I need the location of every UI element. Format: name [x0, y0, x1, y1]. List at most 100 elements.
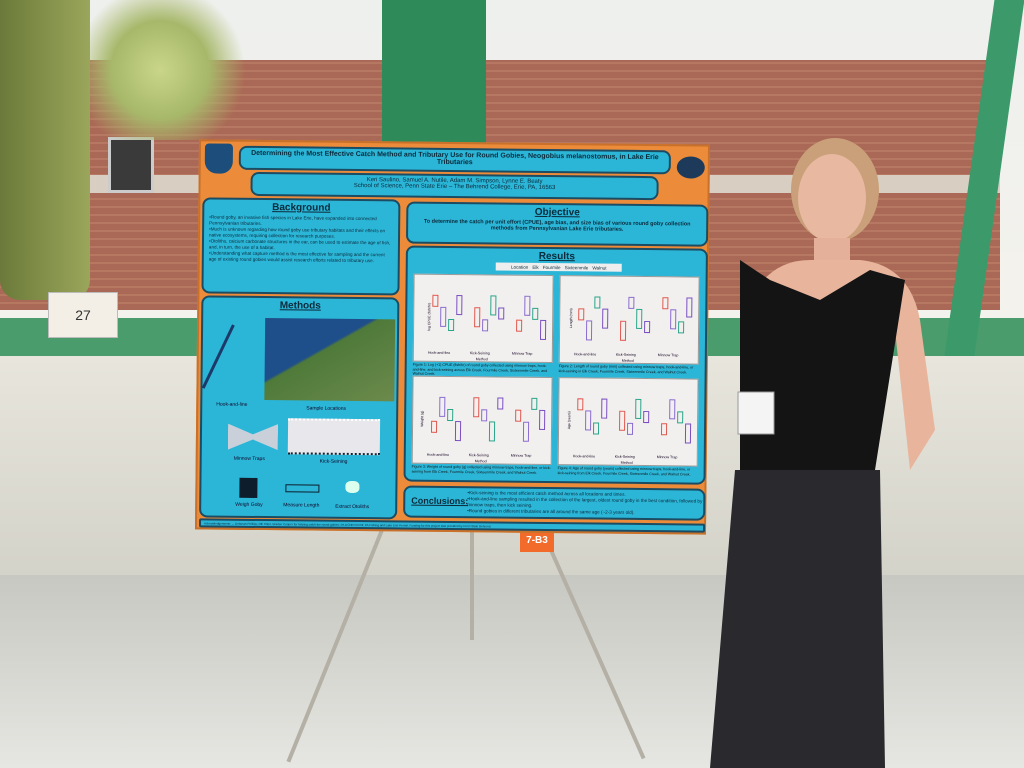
- result-figure: Length (mm) Hook-and-line Kick-Seining Minn…: [558, 275, 700, 365]
- poster-authors-block: Keri Saulino, Samuel A. Nutile, Adam M. …: [250, 171, 659, 201]
- otolith-icon: [345, 480, 360, 494]
- face: [798, 154, 866, 242]
- y-axis-label: log CPUE (fish/hr): [427, 302, 432, 331]
- box-plot: [497, 397, 504, 410]
- box-plot: [678, 321, 685, 334]
- legend-item: Fourmile: [542, 264, 561, 270]
- box-plot: [577, 398, 584, 411]
- penn-state-logo: [676, 156, 705, 179]
- x-axis-label: Method: [475, 357, 488, 362]
- box-plot: [490, 295, 497, 316]
- box-plot: [539, 319, 547, 340]
- box-plot: [592, 422, 600, 435]
- building-window: [108, 137, 154, 193]
- legend-item: Elk: [532, 264, 539, 270]
- box-plot: [628, 296, 635, 309]
- satellite-map: [264, 318, 396, 402]
- x-tick-label: Hook-and-line: [427, 350, 451, 355]
- conclusions-panel: Conclusions: •Kick-seining is the most e…: [403, 485, 706, 521]
- box-plot: [644, 321, 651, 334]
- box-plot: [516, 319, 523, 332]
- box-plot: [670, 309, 677, 330]
- scale-icon: [239, 477, 258, 498]
- name-badge: [737, 391, 775, 435]
- presenter-person: [710, 138, 935, 768]
- box-plot: [601, 398, 608, 419]
- box-plot: [439, 396, 446, 417]
- result-figure: log CPUE (fish/hr) Hook-and-line Kick-Sein…: [412, 273, 554, 364]
- box-plot: [524, 295, 531, 316]
- results-heading: Results: [538, 250, 575, 263]
- x-axis-label: Method: [621, 358, 634, 363]
- x-tick-label: Minnow Trap: [657, 353, 679, 358]
- method-label: Weigh Goby: [235, 501, 263, 509]
- background-panel: Background •Round goby, an invasive fish…: [201, 197, 401, 296]
- x-tick-label: Hook-and-line: [573, 352, 597, 357]
- x-tick-label: Hook-and-line: [426, 452, 450, 457]
- x-axis-label: Method: [474, 459, 487, 464]
- ruler-icon: [285, 484, 320, 493]
- tree-trunk: [0, 0, 90, 300]
- cardboard-box: 27: [48, 292, 118, 338]
- method-label: Minnow Traps: [233, 455, 265, 463]
- box-plot: [619, 320, 627, 341]
- box-plot: [539, 409, 546, 430]
- method-label: Measure Length: [283, 502, 320, 509]
- black-pants: [710, 470, 885, 768]
- method-label: Sample Locations: [306, 405, 347, 412]
- tree-foliage: [60, 0, 260, 140]
- box-plot: [660, 423, 668, 436]
- box-plot: [585, 410, 592, 431]
- box-plot: [635, 398, 642, 419]
- black-top: [740, 260, 905, 480]
- objective-text: To determine the catch per unit effort (…: [423, 218, 691, 233]
- easel-leg: [470, 530, 474, 640]
- box-plot: [473, 397, 480, 418]
- y-axis-label: Age (years): [567, 411, 572, 430]
- box-plot: [432, 294, 439, 307]
- box-plot: [430, 420, 438, 433]
- result-figure: Age (years) Hook-and-line Kick-Seining Minn…: [557, 377, 699, 467]
- box-plot: [531, 397, 538, 410]
- conclusions-heading: Conclusions:: [411, 495, 469, 507]
- x-tick-label: Kick-Seining: [615, 352, 636, 357]
- box-plot: [585, 320, 593, 341]
- poster-title: Determining the Most Effective Catch Met…: [238, 145, 671, 175]
- methods-panel: Methods Hook-and-line Sample Locations M…: [199, 295, 400, 520]
- minnow-trap-icon: [228, 424, 278, 451]
- x-tick-label: Hook-and-line: [572, 454, 596, 459]
- box-plot: [643, 411, 650, 424]
- bullet: •Round gobies in different tributaries a…: [467, 508, 635, 515]
- box-plot: [515, 409, 522, 422]
- legend-item: Walnut: [592, 264, 607, 271]
- bullet: •Understanding what capture method is th…: [208, 250, 385, 264]
- x-tick-label: Minnow Trap: [511, 351, 533, 356]
- box-plot: [454, 421, 462, 442]
- box-plot: [488, 421, 496, 442]
- seine-net-icon: [287, 418, 381, 456]
- box-plot: [662, 297, 669, 310]
- box-plot: [684, 423, 692, 444]
- box-plot: [636, 308, 643, 329]
- method-label: Extract Otoliths: [335, 503, 370, 511]
- x-tick-label: Kick-Seining: [614, 454, 635, 459]
- results-legend: Location Elk Fourmile Sixteenmile Walnut: [495, 262, 622, 272]
- method-label: Kick-Seining: [319, 458, 348, 465]
- methods-heading: Methods: [279, 300, 321, 312]
- fishing-rod-icon: [201, 324, 235, 389]
- box-plot: [669, 399, 676, 420]
- y-axis-label: Length (mm): [569, 308, 574, 329]
- box-plot: [602, 308, 609, 329]
- legend-item: Sixteenmile: [564, 264, 589, 270]
- box-plot: [594, 296, 601, 309]
- figure-caption: Figure 2: Length of round goby (mm) coll…: [558, 364, 694, 374]
- box-plot: [447, 408, 454, 422]
- box-plot: [440, 306, 447, 327]
- research-poster: Determining the Most Effective Catch Met…: [194, 139, 711, 535]
- box-plot: [448, 318, 455, 332]
- box-plot: [619, 410, 626, 431]
- box-plot: [498, 307, 505, 320]
- box-plot: [481, 409, 488, 422]
- box-plot: [532, 307, 539, 320]
- box-plot: [456, 295, 463, 316]
